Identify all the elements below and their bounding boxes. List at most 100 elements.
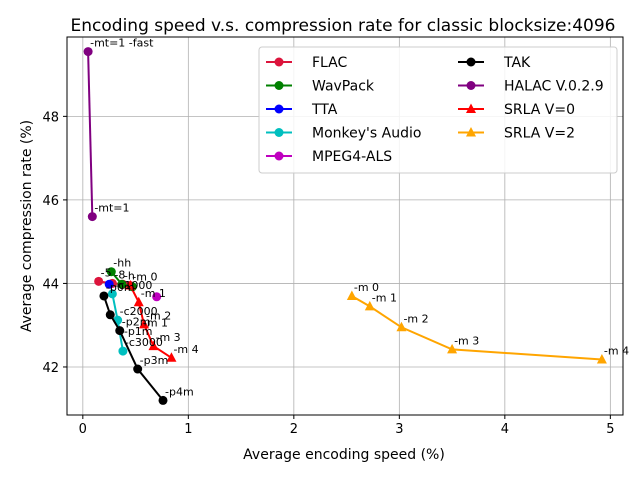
legend-label: SRLA V=2: [504, 126, 575, 142]
legend-item-monkey-s-audio: Monkey's Audio: [266, 126, 421, 142]
data-point-tak: [115, 326, 125, 336]
data-point-mpeg4-als: [152, 292, 162, 302]
point-label: -m 0: [354, 281, 379, 294]
legend-label: WavPack: [312, 79, 375, 95]
y-tick-label: 42: [42, 361, 59, 376]
point-label: -c2000: [120, 305, 158, 318]
series-line-srla-v-2: [351, 295, 602, 361]
point-label: -mt=1: [94, 202, 129, 215]
legend-box: [258, 46, 618, 174]
series-line-halac-v-0-2-9: [87, 51, 94, 217]
annotation-label: -p1m: [124, 325, 153, 338]
point-label: -mt=1 -fast: [90, 37, 154, 50]
legend-label: Monkey's Audio: [312, 126, 421, 142]
x-tick-label: 2: [290, 422, 298, 437]
x-axis-label: Average encoding speed (%): [243, 447, 445, 463]
point-label: -m 4: [173, 343, 198, 356]
point-label: -m 3: [156, 331, 181, 344]
point-labels: -5 -8-hh-h-c1000-c2000-c3000-p0m-p2m-p3m-…: [90, 37, 629, 399]
point-label: -h: [124, 269, 135, 282]
legend-item-wavpack: WavPack: [266, 79, 375, 95]
x-tick-label: 4: [501, 422, 509, 437]
legend-item-mpeg4-als: MPEG4-ALS: [266, 149, 392, 165]
legend-item-srla-v-2: SRLA V=2: [458, 126, 575, 142]
x-tick-label: 3: [395, 422, 403, 437]
series-mpeg4-als: [152, 292, 162, 302]
data-point-wavpack: [106, 267, 116, 277]
data-point-srla-v-2: [364, 300, 375, 311]
legend-marker: [274, 104, 284, 114]
series-srla-v-0: [125, 280, 177, 362]
legend-marker: [466, 103, 476, 113]
point-label: -hh: [113, 257, 131, 270]
data-point-tta: [104, 279, 114, 289]
legend-item-srla-v-0: SRLA V=0: [458, 102, 575, 118]
legend-label: HALAC V.0.2.9: [504, 79, 604, 95]
data-point-wavpack: [117, 279, 127, 289]
point-label: -p0m: [106, 281, 135, 294]
x-tick-label: 0: [79, 422, 87, 437]
x-tick-label: 5: [606, 422, 614, 437]
point-label: -5: [101, 266, 112, 279]
series-monkey-s-audio: [107, 289, 128, 356]
legend-label: SRLA V=0: [504, 102, 575, 118]
point-label: -p3m: [140, 354, 169, 367]
legend-marker: [466, 57, 476, 67]
legend-item-tak: TAK: [458, 55, 531, 71]
data-point-tak: [133, 364, 143, 374]
point-label: -m 3: [454, 334, 479, 347]
data-point-monkey-s-audio: [118, 346, 128, 356]
chart-title: Encoding speed v.s. compression rate for…: [71, 16, 616, 36]
data-point-srla-v-0: [166, 352, 177, 362]
point-label: -m 1: [372, 291, 397, 304]
data-point-srla-v-0: [148, 340, 159, 351]
point-label: -m 2: [403, 312, 428, 325]
point-label: -p4m: [165, 385, 194, 398]
data-point-srla-v-2: [596, 353, 607, 364]
legend-marker: [466, 127, 476, 137]
legend-item-flac: FLAC: [266, 55, 348, 71]
legend-label: TAK: [503, 55, 531, 71]
legend-marker: [274, 81, 284, 90]
series-halac-v-0-2-9: [83, 47, 97, 222]
point-label: -m 4: [604, 344, 629, 357]
point-label: -m 0: [132, 271, 157, 284]
y-tick-label: 48: [42, 110, 59, 125]
point-label: -m 1: [141, 287, 166, 300]
data-point-srla-v-0: [139, 318, 150, 329]
legend-label: FLAC: [312, 55, 348, 71]
series-tta: [104, 279, 114, 289]
y-tick-label: 46: [42, 194, 59, 209]
legend-marker: [274, 151, 284, 161]
data-point-srla-v-2: [447, 343, 458, 354]
legend-marker: [274, 57, 284, 67]
data-point-tak: [99, 291, 109, 301]
legend-marker: [466, 81, 476, 90]
plot-frame: [66, 36, 624, 416]
data-point-srla-v-2: [396, 321, 407, 332]
data-point-tak: [158, 395, 168, 405]
data-point-halac-v-0-2-9: [83, 47, 93, 57]
data-point-monkey-s-audio: [107, 289, 117, 299]
series-tak: [99, 291, 168, 405]
legend-label: TTA: [311, 102, 338, 118]
point-label: -m 2: [146, 309, 171, 322]
data-point-flac: [94, 276, 104, 286]
legend-marker: [274, 128, 284, 137]
x-tick-label: 1: [184, 422, 192, 437]
data-point-srla-v-2: [346, 290, 357, 300]
point-label: -c3000: [125, 336, 163, 349]
data-point-srla-v-0: [125, 280, 136, 290]
y-tick-label: 44: [42, 277, 59, 292]
point-label: -p2m: [122, 316, 151, 329]
point-label: -c1000: [114, 279, 152, 292]
legend: FLAC WavPack TTA Monkey's Audio MPEG4-ALS TAK…: [258, 46, 618, 174]
series-layer: [83, 47, 607, 405]
data-point-halac-v-0-2-9: [87, 212, 97, 222]
annotation-label: -m 1: [143, 316, 168, 329]
legend-item-halac-v-0-2-9: HALAC V.0.2.9: [458, 79, 604, 95]
ticks: 0 1 2 3 4 5 42 44 46 48: [42, 110, 614, 437]
y-axis-label: Average compression rate (%): [19, 120, 35, 332]
legend-label: MPEG4-ALS: [312, 149, 392, 165]
